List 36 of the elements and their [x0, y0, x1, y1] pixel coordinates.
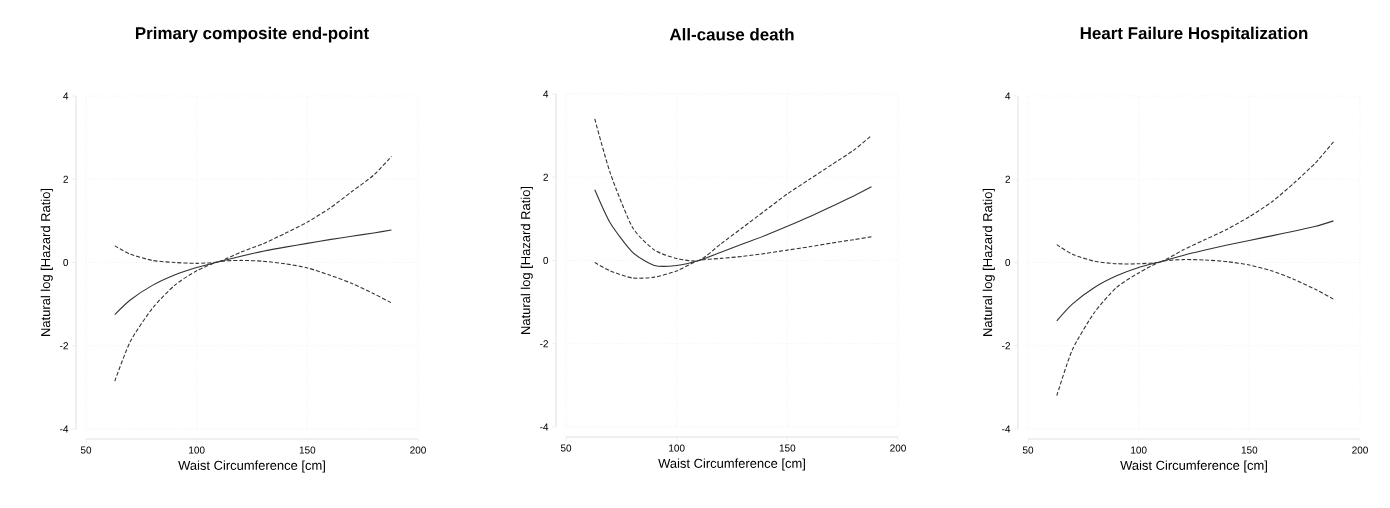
- y-tick-label: 0: [63, 258, 69, 267]
- x-tick-label: 100: [669, 444, 685, 452]
- y-axis-title: Natural log [Hazard Ratio]: [520, 186, 533, 334]
- chart-title: Primary composite end-point: [135, 26, 369, 43]
- x-axis-title: Waist Circumference [cm]: [178, 460, 325, 473]
- y-tick-label: 4: [63, 92, 69, 100]
- y-tick-label: -2: [540, 340, 548, 348]
- x-tick-label: 100: [1131, 446, 1147, 454]
- y-tick-label: -2: [1002, 342, 1010, 350]
- x-tick-label: 150: [779, 444, 796, 452]
- x-tick-label: 100: [189, 446, 205, 454]
- y-tick-label: 0: [1005, 258, 1011, 267]
- x-tick-label: 50: [1022, 446, 1034, 454]
- y-tick-label: -4: [540, 423, 549, 431]
- y-tick-label: -2: [60, 342, 68, 350]
- x-axis-title: Waist Circumference [cm]: [1120, 460, 1267, 473]
- x-tick-label: 150: [299, 446, 316, 454]
- y-tick-label: -4: [60, 425, 69, 433]
- x-tick-label: 50: [560, 444, 572, 452]
- y-tick-label: 4: [543, 90, 549, 98]
- chart-title: Heart Failure Hospitalization: [1080, 26, 1308, 43]
- y-tick-label: 2: [63, 175, 68, 183]
- y-tick-label: -4: [1002, 425, 1011, 433]
- y-tick-label: 0: [543, 256, 549, 265]
- y-axis-title: Natural log [Hazard Ratio]: [40, 188, 53, 336]
- y-tick-label: 2: [543, 173, 548, 181]
- x-tick-label: 200: [890, 444, 906, 452]
- x-tick-label: 50: [80, 446, 92, 454]
- y-tick-label: 4: [1005, 92, 1011, 100]
- y-tick-label: 2: [1005, 175, 1010, 183]
- y-axis-title: Natural log [Hazard Ratio]: [982, 188, 995, 336]
- x-tick-label: 200: [1352, 446, 1368, 454]
- x-tick-label: 200: [410, 446, 426, 454]
- x-axis-title: Waist Circumference [cm]: [658, 458, 805, 471]
- x-tick-label: 150: [1241, 446, 1258, 454]
- chart-title: All-cause death: [669, 28, 794, 41]
